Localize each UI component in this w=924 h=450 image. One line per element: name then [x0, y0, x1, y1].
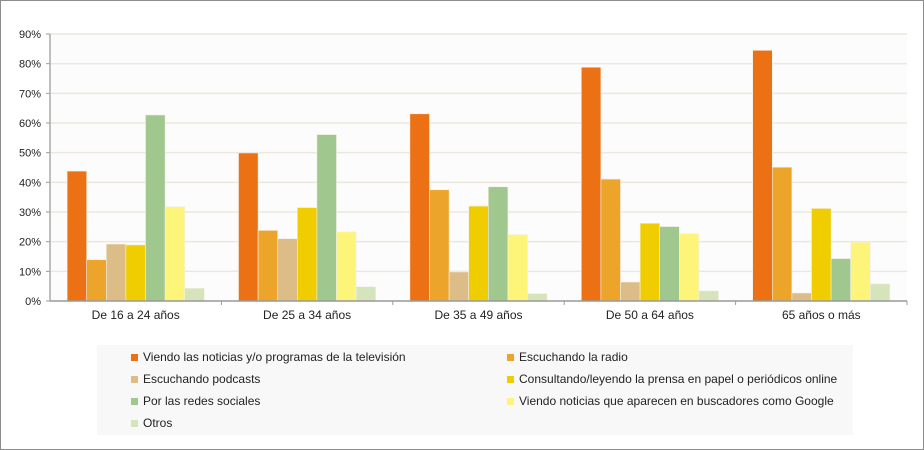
legend-swatch	[131, 353, 138, 361]
bar	[409, 113, 430, 302]
bar	[336, 231, 357, 302]
legend-item: Viendo noticias que aparecen en buscador…	[507, 394, 834, 408]
legend-label: Escuchando podcasts	[143, 372, 261, 386]
bar	[184, 287, 205, 302]
y-tick-label: 40%	[19, 177, 41, 189]
legend-swatch	[131, 375, 138, 383]
y-tick-label: 10%	[19, 266, 41, 278]
x-tick-label: De 16 a 24 años	[92, 308, 180, 322]
bar	[620, 281, 641, 302]
y-tick-label: 20%	[19, 237, 41, 249]
legend-swatch	[507, 353, 514, 361]
bar	[811, 208, 832, 302]
legend-item: Viendo las noticias y/o programas de la …	[131, 350, 406, 364]
bar	[869, 283, 891, 302]
bar	[639, 222, 660, 302]
legend-label: Otros	[143, 416, 173, 430]
legend-item: Consultando/leyendo la prensa en papel o…	[507, 372, 837, 386]
bar	[698, 290, 719, 302]
bar	[527, 293, 548, 302]
bar	[355, 286, 377, 302]
bar	[678, 233, 700, 302]
legend-label: Viendo las noticias y/o programas de la …	[143, 350, 406, 364]
y-tick-label: 60%	[19, 118, 41, 130]
bar	[507, 234, 528, 302]
legend-label: Consultando/leyendo la prensa en papel o…	[519, 372, 838, 386]
y-tick-label: 70%	[19, 88, 41, 100]
y-tick-label: 80%	[19, 59, 41, 71]
bar	[145, 114, 166, 302]
bar	[487, 186, 509, 302]
y-tick-label: 90%	[19, 29, 41, 41]
bar	[106, 243, 127, 302]
bar	[771, 166, 793, 302]
bar	[468, 205, 489, 302]
legend-swatch	[507, 375, 514, 383]
bar	[238, 152, 259, 302]
bar	[580, 66, 602, 302]
y-tick-label: 50%	[19, 148, 41, 160]
x-tick-label: De 35 a 49 años	[434, 308, 522, 322]
x-tick-label: 65 años o más	[782, 308, 861, 322]
legend-item: Por las redes sociales	[131, 394, 260, 408]
bar	[429, 189, 450, 302]
bar	[791, 292, 812, 302]
x-tick-label: De 25 a 34 años	[263, 308, 351, 322]
legend-swatch	[131, 397, 138, 405]
bar	[316, 134, 337, 302]
legend-label: Por las redes sociales	[143, 394, 261, 408]
bar	[66, 170, 87, 302]
bar	[448, 271, 470, 302]
legend-label: Escuchando la radio	[519, 350, 628, 364]
y-tick-label: 30%	[19, 207, 41, 219]
bar	[86, 259, 107, 302]
y-tick-label: 0%	[25, 296, 41, 308]
bar-chart: 0% 10% 20% 30% 40% 50% 60% 70% 80% 90% De 16 a 24 …	[19, 29, 908, 322]
bar	[277, 238, 298, 302]
legend-swatch	[507, 397, 514, 405]
bar	[600, 178, 621, 302]
bar	[830, 258, 851, 302]
bar	[257, 230, 279, 302]
legend-item: Otros	[131, 416, 172, 430]
bar	[125, 244, 146, 302]
legend-item: Escuchando la radio	[507, 350, 628, 364]
bar	[752, 50, 773, 302]
bar	[659, 226, 680, 302]
legend: Viendo las noticias y/o programas de la …	[97, 345, 853, 435]
legend-swatch	[131, 419, 138, 427]
bar	[850, 241, 871, 302]
bar	[296, 207, 318, 302]
bar	[164, 206, 186, 302]
x-tick-label: De 50 a 64 años	[606, 308, 694, 322]
legend-item: Escuchando podcasts	[131, 372, 260, 386]
legend-label: Viendo noticias que aparecen en buscador…	[519, 394, 834, 408]
